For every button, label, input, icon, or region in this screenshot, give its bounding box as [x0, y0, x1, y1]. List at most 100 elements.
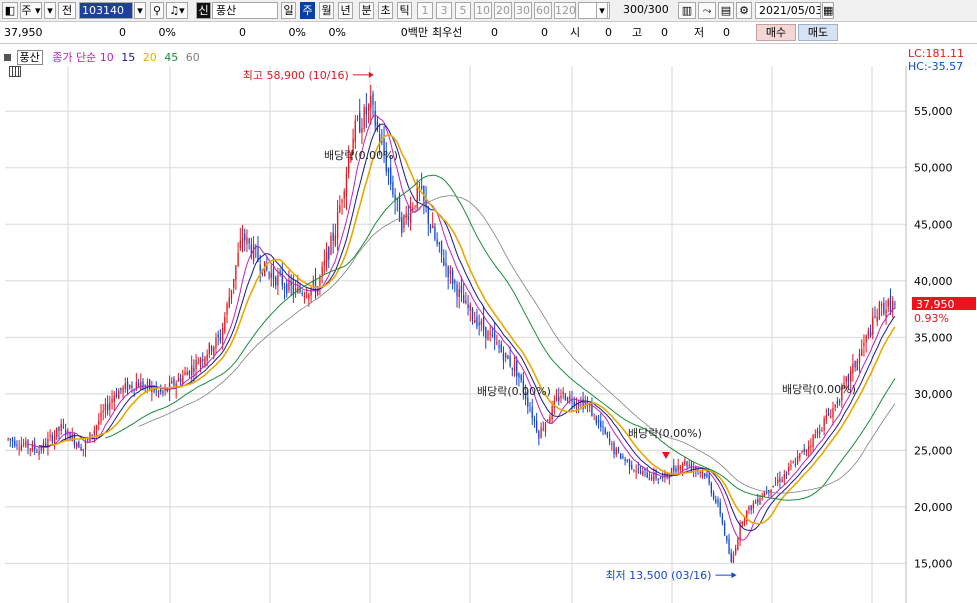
- candle-body: [801, 450, 803, 452]
- candle-body: [650, 477, 653, 479]
- candle-body: [407, 216, 410, 220]
- interval-20[interactable]: 20: [494, 2, 512, 19]
- count-value[interactable]: 300: [623, 3, 644, 16]
- tab-day[interactable]: 일: [281, 2, 296, 19]
- gear-icon[interactable]: ⚙: [736, 2, 752, 19]
- lc-label: LC:181.11: [908, 47, 965, 60]
- dividend-label: 배당락(0.00%): [477, 385, 551, 398]
- buy-button[interactable]: 매수: [756, 24, 796, 41]
- dropdown-arrow-icon[interactable]: ▾: [44, 2, 56, 19]
- candle-body: [810, 445, 812, 447]
- candle-body: [250, 244, 253, 257]
- candle-body: [843, 382, 845, 384]
- candle-body: [743, 518, 746, 522]
- candle-body: [763, 492, 766, 497]
- draw-line-icon[interactable]: ⤳: [698, 2, 716, 19]
- low-arrowhead: [731, 572, 737, 579]
- interval-60[interactable]: 60: [534, 2, 552, 19]
- candle-body: [31, 444, 34, 451]
- stock-name-field[interactable]: 풍산: [212, 2, 278, 19]
- candle-body: [759, 498, 761, 505]
- interval-30[interactable]: 30: [514, 2, 532, 19]
- candle-body: [7, 438, 9, 440]
- candle-body: [440, 240, 443, 255]
- candle-body: [688, 465, 690, 467]
- tab-month[interactable]: 월: [319, 2, 334, 19]
- candle-body: [662, 476, 664, 478]
- search-icon[interactable]: ⚲: [150, 2, 164, 19]
- candle-body: [120, 387, 122, 391]
- candle-body: [281, 272, 283, 286]
- candle-body: [325, 251, 328, 263]
- candle-body: [737, 538, 739, 550]
- code-input[interactable]: 103140: [79, 2, 133, 19]
- candle-body: [832, 408, 834, 418]
- candle-body: [471, 308, 474, 319]
- calendar-icon[interactable]: ▦: [822, 2, 834, 19]
- stock-name-tag[interactable]: 풍산: [16, 50, 43, 65]
- candle-body: [863, 342, 865, 346]
- candle-body: [659, 478, 662, 480]
- candle-body: [781, 479, 783, 483]
- tab-week[interactable]: 주: [300, 2, 315, 19]
- interval-120[interactable]: 120: [554, 2, 576, 19]
- candle-body: [613, 442, 615, 454]
- tab-year[interactable]: 년: [338, 2, 353, 19]
- layout-icon[interactable]: ◧: [2, 2, 18, 19]
- candle-body: [677, 465, 679, 472]
- candle-body: [95, 425, 98, 430]
- candle-body: [524, 391, 527, 400]
- candle-body: [102, 410, 104, 412]
- candle-body: [465, 299, 467, 304]
- candle-body: [144, 386, 146, 388]
- candle-body: [670, 468, 673, 476]
- candle-body: [876, 316, 878, 322]
- tab-second[interactable]: 초: [378, 2, 393, 19]
- grid-toggle-icon[interactable]: [9, 66, 21, 77]
- candle-body: [885, 309, 887, 318]
- candle-body: [491, 334, 494, 336]
- candle-body: [374, 110, 376, 126]
- candle-body: [429, 226, 432, 229]
- mode-label[interactable]: 신: [196, 2, 211, 19]
- interval-10[interactable]: 10: [474, 2, 492, 19]
- dividend-label: 배당락(0.00%): [782, 383, 856, 396]
- price-chart[interactable]: 55,000 50,000 45,000 40,000 35,000 30,000 25,0…: [0, 44, 977, 603]
- interval-5[interactable]: 5: [455, 2, 471, 19]
- candle-body: [423, 186, 425, 202]
- prev-button[interactable]: 전: [58, 2, 76, 19]
- candle-icon[interactable]: ▥: [678, 2, 696, 19]
- ma60-line: [138, 195, 896, 494]
- y-tick-label: 45,000: [914, 218, 953, 231]
- date-field[interactable]: 2021/05/03: [755, 2, 821, 19]
- candle-body: [126, 380, 129, 391]
- candle-body: [259, 264, 261, 271]
- candle-body: [412, 207, 414, 210]
- tab-minute[interactable]: 분: [359, 2, 374, 19]
- save-icon[interactable]: ▤: [718, 2, 734, 19]
- candle-body: [226, 303, 228, 315]
- candle-body: [328, 247, 330, 260]
- candle-body: [82, 448, 84, 451]
- candle-body: [343, 191, 345, 199]
- interval-1[interactable]: 1: [417, 2, 433, 19]
- candle-body: [98, 420, 100, 425]
- volume-rate: 0%: [288, 26, 306, 39]
- tab-tick[interactable]: 틱: [397, 2, 412, 19]
- candle-body: [597, 420, 600, 423]
- candle-body: [894, 303, 896, 305]
- candle-body: [746, 510, 748, 521]
- stock-type-select[interactable]: 주 ▾: [20, 2, 42, 19]
- candle-body: [301, 293, 303, 295]
- speaker-icon[interactable]: ♫▾: [166, 2, 188, 19]
- sell-button[interactable]: 매도: [798, 24, 838, 41]
- interval-3[interactable]: 3: [436, 2, 452, 19]
- hc-label: HC:-35.57: [908, 60, 964, 73]
- y-tick-label: 40,000: [914, 275, 953, 288]
- candle-body: [602, 426, 604, 428]
- interval-dropdown-icon[interactable]: ▾: [596, 2, 608, 19]
- y-tick-label: 55,000: [914, 105, 953, 118]
- code-dropdown-icon[interactable]: ▾: [134, 2, 146, 19]
- candle-body: [186, 371, 188, 376]
- candle-body: [208, 343, 211, 355]
